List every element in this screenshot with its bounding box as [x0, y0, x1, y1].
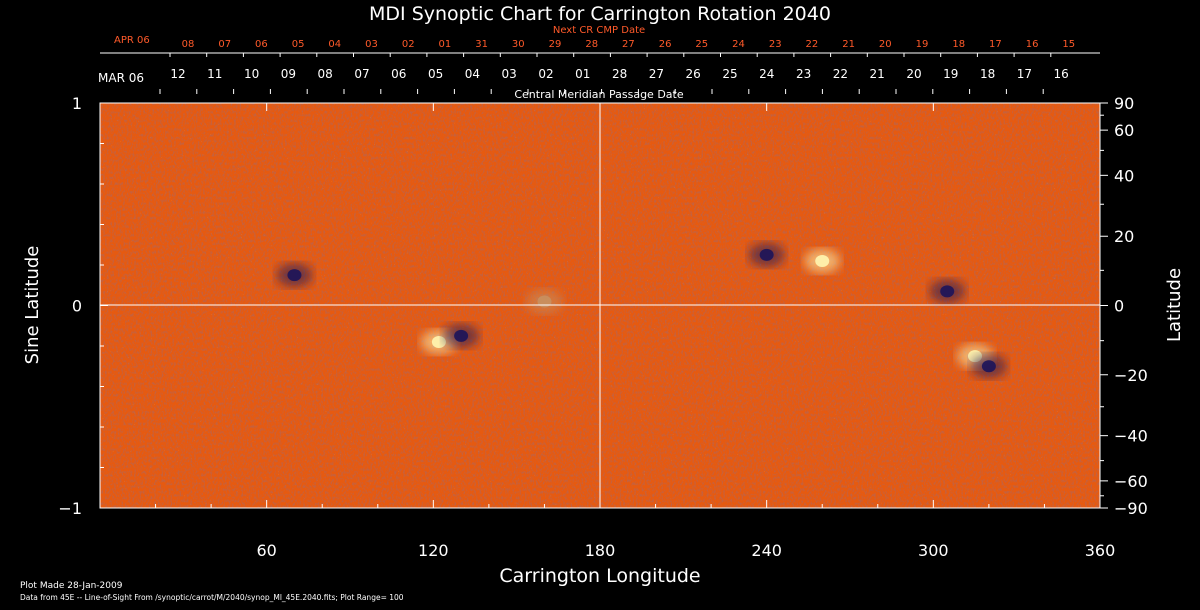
cmp-date-label: 19 [943, 67, 958, 81]
next-date-label: 05 [292, 39, 305, 50]
right-y-tick-label: 90 [1114, 94, 1134, 113]
next-date-label: 26 [659, 39, 672, 50]
right-y-tick-label: 40 [1114, 166, 1134, 185]
next-date-label: 20 [879, 39, 892, 50]
next-cr-date-ticks: 08 07 06 05 04 03 02 01 31 30 29 28 27 26 25 24 23 22 21 20… [169, 39, 1075, 57]
right-y-tick-label: 0 [1114, 297, 1124, 316]
next-date-label: 22 [806, 39, 819, 50]
next-date-label: 17 [989, 39, 1002, 50]
cmp-date-label: 17 [1017, 67, 1032, 81]
cmp-date-label: 08 [318, 67, 333, 81]
next-date-label: 16 [1026, 39, 1039, 50]
right-y-tick-label: 60 [1114, 121, 1134, 140]
next-cr-axis-label: Next CR CMP Date [553, 25, 645, 36]
cmp-date-label: 27 [649, 67, 664, 81]
right-y-tick-label: −60 [1114, 472, 1148, 491]
data-source-text: Data from 45E -- Line-of-Sight From /syn… [20, 593, 404, 602]
cmp-date-label: 18 [980, 67, 995, 81]
cmp-date-label: 12 [170, 67, 185, 81]
next-date-label: 04 [328, 39, 341, 50]
left-y-axis-label: Sine Latitude [22, 246, 43, 365]
next-date-label: 29 [549, 39, 562, 50]
x-tick-label: 120 [418, 541, 449, 560]
plot-made-text: Plot Made 28-Jan-2009 [20, 581, 123, 591]
x-tick-label: 240 [751, 541, 782, 560]
x-tick-label: 300 [918, 541, 949, 560]
right-y-axis-ticks: 90 60 40 20 0 −20 −40 −60 −90 [1100, 94, 1148, 518]
active-region-core [431, 335, 446, 348]
cmp-date-label: 21 [870, 67, 885, 81]
cmp-date-label: 26 [686, 67, 701, 81]
next-date-label: 23 [769, 39, 782, 50]
next-date-label: 01 [439, 39, 452, 50]
active-region-core [981, 360, 996, 373]
cmp-date-label: 28 [612, 67, 627, 81]
next-month-label: APR 06 [114, 35, 150, 46]
next-date-label: 15 [1062, 39, 1075, 50]
next-date-label: 27 [622, 39, 635, 50]
active-region-core [454, 329, 469, 342]
next-date-label: 24 [732, 39, 745, 50]
next-date-label: 31 [475, 39, 488, 50]
cmp-date-label: 02 [538, 67, 553, 81]
x-tick-label: 60 [256, 541, 276, 560]
next-date-label: 21 [842, 39, 855, 50]
next-date-label: 03 [365, 39, 378, 50]
cmp-axis-label: Central Meridian Passage Date [514, 88, 683, 101]
next-date-label: 18 [952, 39, 965, 50]
active-region-core [815, 254, 830, 267]
cmp-date-label: 04 [465, 67, 480, 81]
cmp-date-label: 22 [833, 67, 848, 81]
next-date-label: 07 [218, 39, 231, 50]
x-axis-label: Carrington Longitude [499, 565, 700, 587]
cmp-date-label: 03 [502, 67, 517, 81]
left-y-tick-label: −1 [58, 499, 82, 518]
chart-title: MDI Synoptic Chart for Carrington Rotati… [369, 3, 831, 25]
right-y-tick-label: −20 [1114, 366, 1148, 385]
cmp-date-label: 11 [207, 67, 222, 81]
cmp-date-ticks: 12 11 10 09 08 07 06 05 04 03 02 01 28 27 26 25 24 23 22 21… [159, 67, 1069, 94]
next-date-label: 25 [695, 39, 708, 50]
cmp-date-label: 09 [281, 67, 296, 81]
right-y-axis-label: Latitude [1164, 268, 1185, 342]
next-date-label: 19 [916, 39, 929, 50]
cmp-date-label: 23 [796, 67, 811, 81]
right-y-tick-label: −90 [1114, 499, 1148, 518]
cmp-date-label: 20 [906, 67, 921, 81]
right-y-tick-label: −40 [1114, 427, 1148, 446]
x-tick-label: 360 [1085, 541, 1116, 560]
right-y-tick-label: 20 [1114, 227, 1134, 246]
left-y-tick-label: 0 [72, 297, 82, 316]
active-region-core [287, 269, 302, 282]
cmp-date-label: 10 [244, 67, 259, 81]
active-region-core [537, 295, 552, 308]
cmp-date-label: 24 [759, 67, 774, 81]
cmp-month-label: MAR 06 [98, 71, 144, 85]
next-date-label: 02 [402, 39, 415, 50]
x-axis-ticks: 60 120 180 240 300 360 [155, 103, 1116, 560]
next-date-label: 08 [182, 39, 195, 50]
next-date-label: 06 [255, 39, 268, 50]
x-tick-label: 180 [585, 541, 616, 560]
cmp-date-label: 06 [391, 67, 406, 81]
cmp-date-label: 16 [1054, 67, 1069, 81]
cmp-date-label: 01 [575, 67, 590, 81]
left-y-tick-label: 1 [72, 94, 82, 113]
cmp-date-label: 07 [354, 67, 369, 81]
next-date-label: 28 [585, 39, 598, 50]
active-region-core [759, 248, 774, 261]
active-region-core [940, 285, 955, 298]
cmp-date-label: 05 [428, 67, 443, 81]
cmp-date-label: 25 [722, 67, 737, 81]
next-date-label: 30 [512, 39, 525, 50]
active-regions [276, 242, 1007, 379]
left-y-axis-ticks: 1 0 −1 [58, 94, 108, 518]
